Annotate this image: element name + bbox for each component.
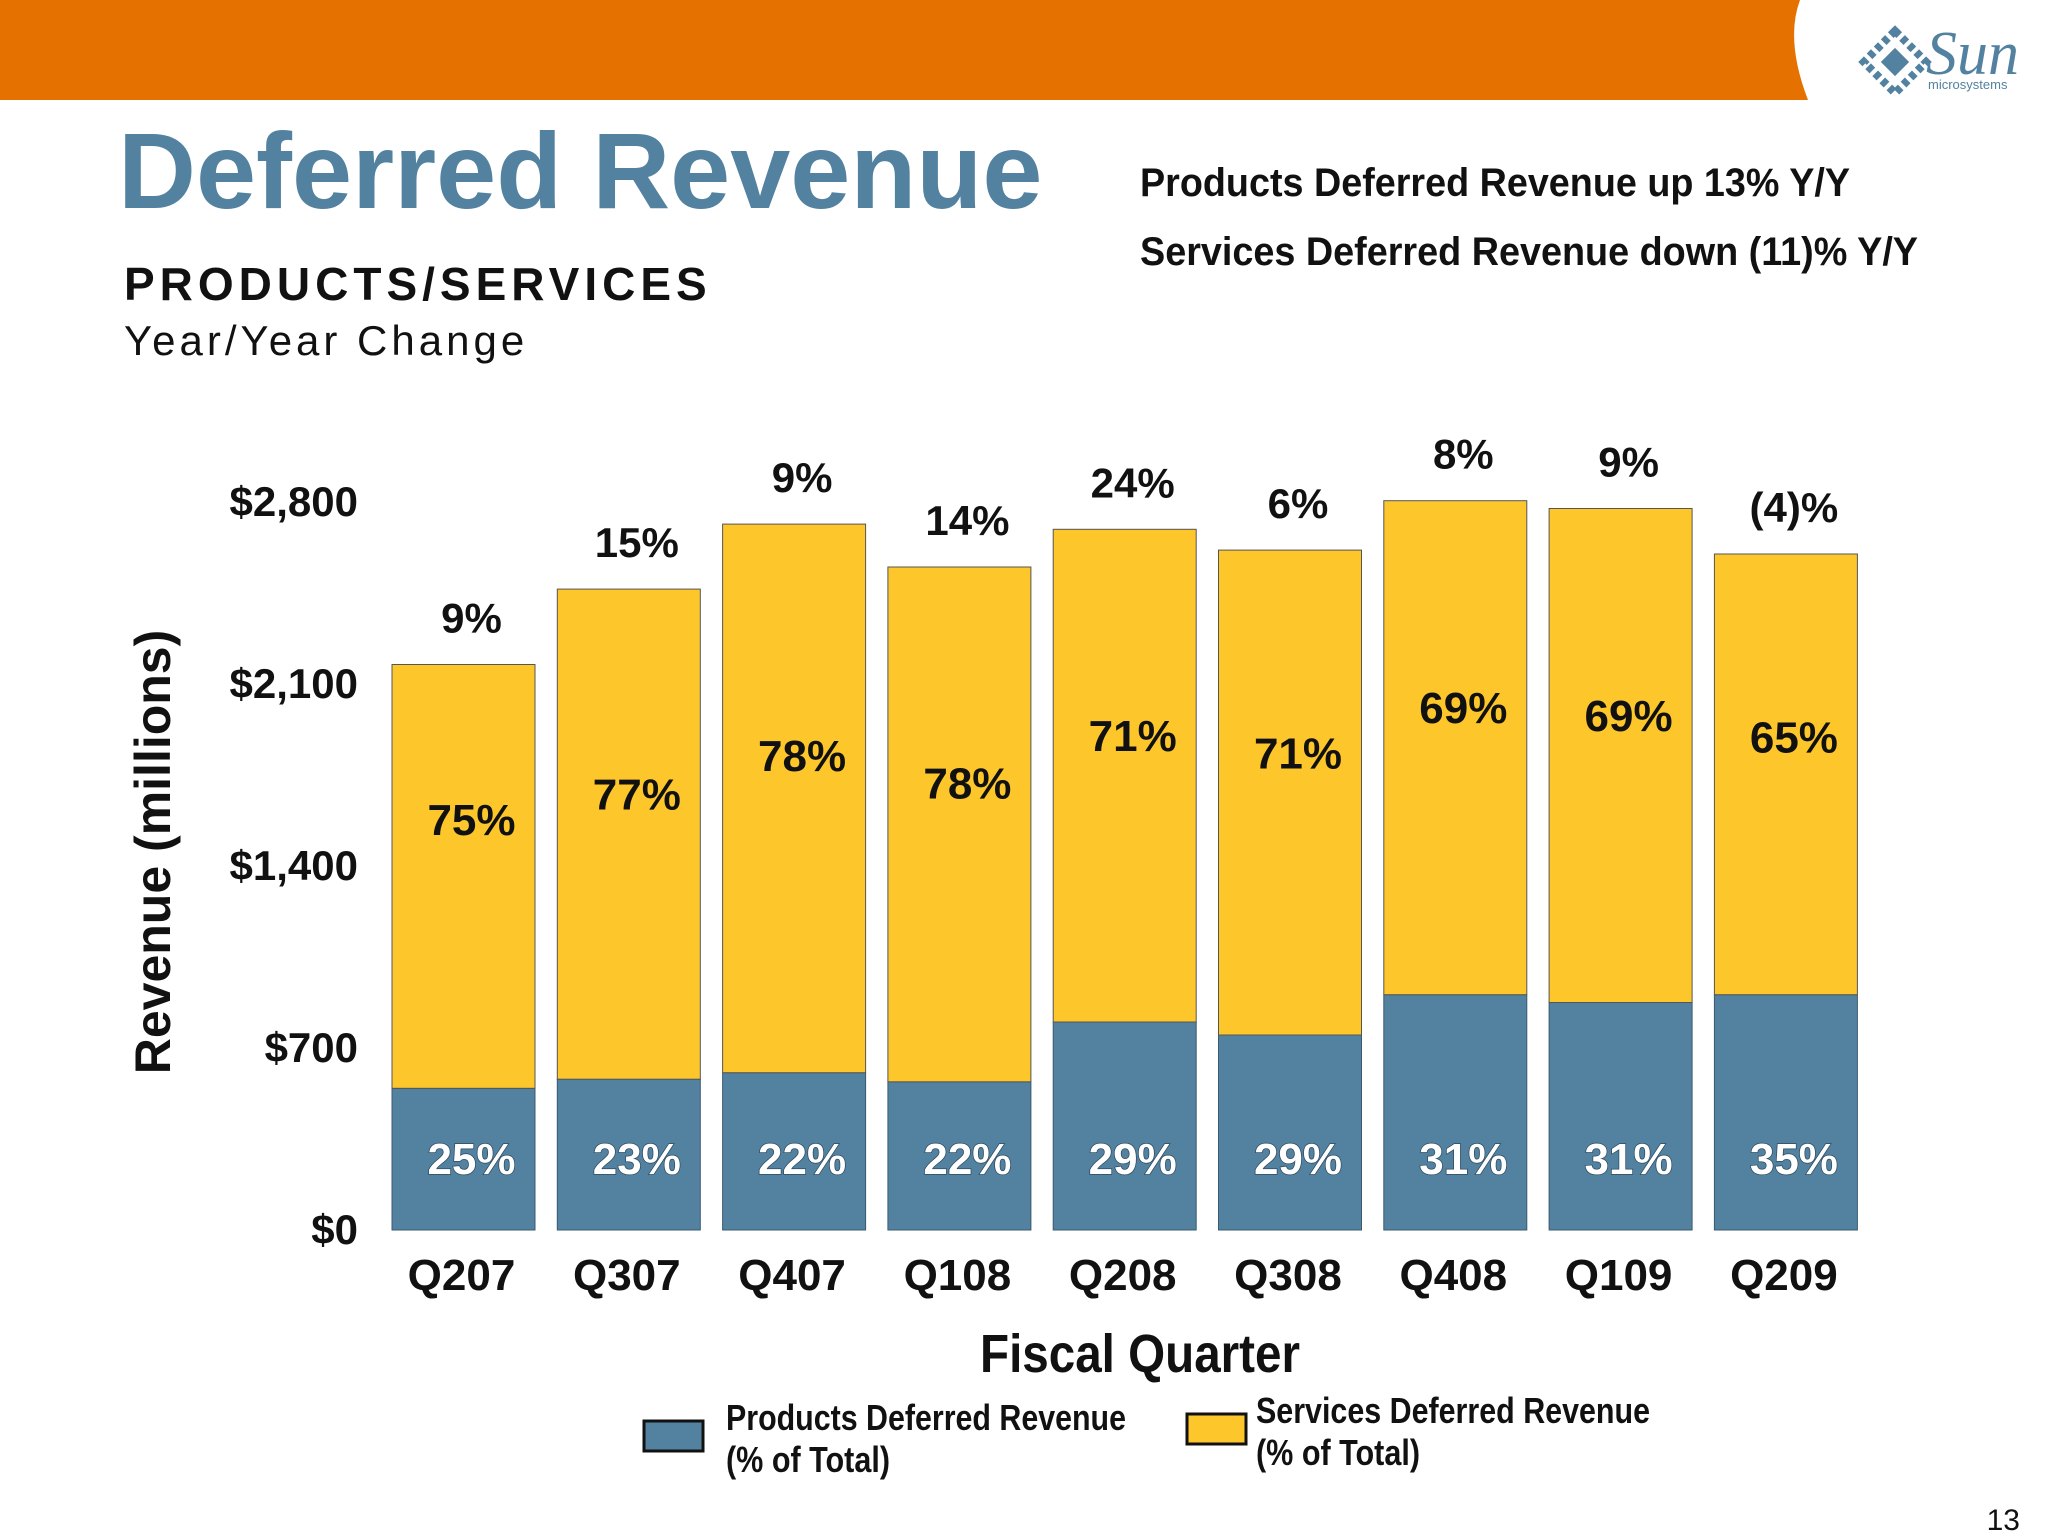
highlight-products: Products Deferred Revenue up 13% Y/Y <box>1140 161 1850 205</box>
bar-services <box>722 523 867 1074</box>
bar-services <box>1713 553 1858 996</box>
x-tick-label: Q407 <box>738 1251 846 1300</box>
legend-label-services-sub: (% of Total) <box>1256 1432 1420 1473</box>
legend-label-products-sub: (% of Total) <box>726 1439 890 1480</box>
products-share-label: 29% <box>1089 1135 1177 1184</box>
y-tick-label: $2,800 <box>230 478 358 525</box>
x-tick-label: Q408 <box>1399 1251 1507 1300</box>
chart: $0 $700 $1,400 $2,100 $2,800 25% 75% 9% Q207 23% 7… <box>230 431 1858 1300</box>
y-tick-label: $0 <box>311 1206 358 1253</box>
legend-swatch-services <box>1185 1412 1248 1446</box>
x-tick-label: Q207 <box>408 1251 516 1300</box>
bar-services <box>1548 508 1693 1003</box>
x-tick-label: Q209 <box>1730 1251 1838 1300</box>
products-share-label: 35% <box>1750 1135 1838 1184</box>
bar-products <box>722 1072 867 1231</box>
bar-products <box>887 1081 1032 1231</box>
y-axis-label: Revenue (millions) <box>125 630 181 1075</box>
products-share-label: 22% <box>923 1135 1011 1184</box>
logo-subtext: microsystems <box>1928 77 2008 92</box>
bar-services <box>1052 528 1197 1023</box>
yoy-label: 9% <box>1598 439 1659 486</box>
services-share-label: 71% <box>1254 729 1342 778</box>
x-tick-label: Q109 <box>1565 1251 1673 1300</box>
x-tick-label: Q308 <box>1234 1251 1342 1300</box>
y-tick-label: $2,100 <box>230 660 358 707</box>
bar-services <box>887 566 1032 1083</box>
services-share-label: 69% <box>1585 692 1673 741</box>
x-tick-label: Q307 <box>573 1251 681 1300</box>
page-number: 13 <box>1987 1504 2020 1536</box>
y-tick-label: $700 <box>265 1024 358 1071</box>
page-title: Deferred Revenue <box>118 110 1042 231</box>
subtitle: PRODUCTS/SERVICES <box>124 258 712 310</box>
bar-services <box>391 664 536 1089</box>
x-tick-label: Q108 <box>904 1251 1012 1300</box>
products-share-label: 25% <box>427 1135 515 1184</box>
legend-swatch-products <box>642 1419 705 1453</box>
header-band <box>0 0 1808 100</box>
bar-products <box>1713 994 1858 1231</box>
logo-text: Sun <box>1926 20 2019 88</box>
bar-services <box>556 588 701 1080</box>
services-share-label: 71% <box>1089 712 1177 761</box>
services-share-label: 69% <box>1419 684 1507 733</box>
bar-products <box>1052 1021 1197 1231</box>
services-share-label: 77% <box>593 771 681 820</box>
services-share-label: 65% <box>1750 713 1838 762</box>
products-share-label: 31% <box>1419 1135 1507 1184</box>
yoy-label: 24% <box>1091 459 1175 506</box>
yoy-label: 14% <box>925 497 1009 544</box>
bar-services <box>1218 549 1362 1036</box>
services-share-label: 75% <box>427 796 515 845</box>
products-share-label: 23% <box>593 1135 681 1184</box>
x-tick-label: Q208 <box>1069 1251 1177 1300</box>
x-axis-label: Fiscal Quarter <box>980 1324 1300 1384</box>
y-tick-label: $1,400 <box>230 842 358 889</box>
legend-label-products: Products Deferred Revenue <box>726 1397 1126 1438</box>
bar-products <box>391 1087 536 1231</box>
legend-label-services: Services Deferred Revenue <box>1256 1390 1650 1431</box>
bar-products <box>1383 994 1528 1231</box>
bar-services <box>1383 500 1528 996</box>
yoy-label: 9% <box>441 595 502 642</box>
products-share-label: 22% <box>758 1135 846 1184</box>
subtitle-secondary: Year/Year Change <box>124 317 528 364</box>
yoy-label: 9% <box>772 454 833 501</box>
products-share-label: 29% <box>1254 1135 1342 1184</box>
bar-products <box>1548 1002 1693 1231</box>
services-share-label: 78% <box>758 732 846 781</box>
yoy-label: 15% <box>595 519 679 566</box>
yoy-label: (4)% <box>1750 484 1839 531</box>
sun-logo: Sun microsystems <box>1858 20 2019 99</box>
bar-products <box>1218 1034 1362 1231</box>
yoy-label: 6% <box>1268 480 1329 527</box>
highlight-services: Services Deferred Revenue down (11)% Y/Y <box>1140 230 1918 274</box>
products-share-label: 31% <box>1585 1135 1673 1184</box>
yoy-label: 8% <box>1433 431 1494 478</box>
sun-logo-icon <box>1858 25 1932 99</box>
services-share-label: 78% <box>923 760 1011 809</box>
